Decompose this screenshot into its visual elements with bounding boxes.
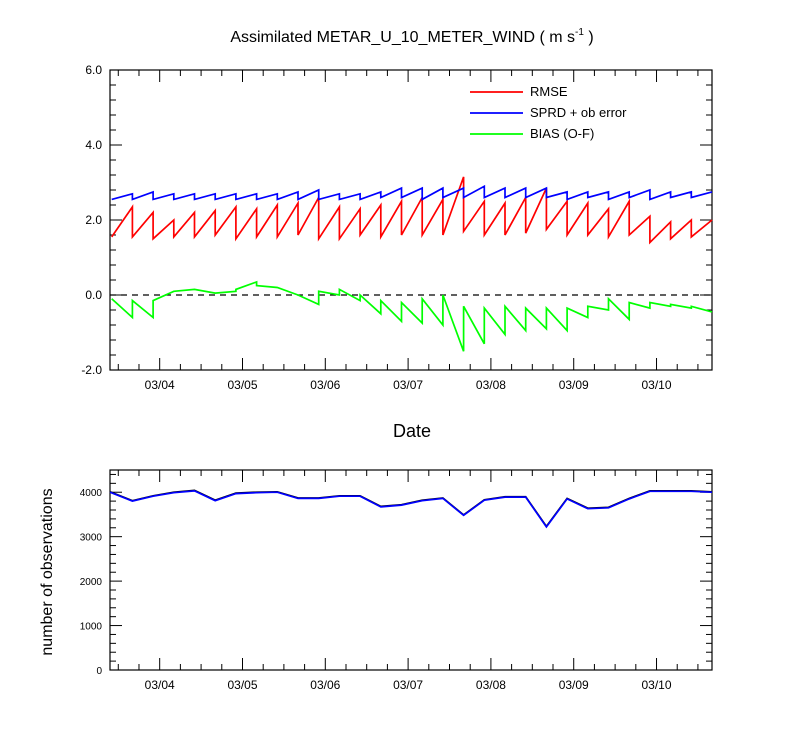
x-tick-label: 03/10 [642,378,672,392]
top-chart-title-main: Assimilated METAR_U_10_METER_WIND ( m s [230,29,575,46]
x-tick-label: 03/08 [476,378,506,392]
x-tick-label: 03/06 [310,678,340,692]
y-tick-label: 2000 [80,577,103,588]
bottom-plot-frame [109,469,713,671]
x-tick-label: 03/06 [310,378,340,392]
legend-label: RMSE [530,84,568,99]
x-tick-label: 03/04 [145,678,175,692]
top-chart-title-superscript: -1 [575,27,584,38]
bottom-plot-ticks: 03/04 03/05 03/06 03/07 03/08 03/09 03/10 0 1000… [80,470,712,692]
y-tick-label: 6.0 [85,63,102,77]
series-line-assimilated [109,490,713,529]
y-tick-label: 1000 [80,622,103,633]
top-plot-area: 03/04 03/05 03/06 03/07 03/08 03/09 03/10 -2.0 0… [81,63,713,392]
y-tick-label: 0.0 [85,288,102,302]
bottom-series-group [109,489,713,529]
x-tick-label: 03/04 [145,378,175,392]
x-tick-label: 03/09 [559,378,589,392]
top-plot-ticks: 03/04 03/05 03/06 03/07 03/08 03/09 03/10 -2.0 0… [81,63,712,392]
x-tick-label: 03/05 [227,378,257,392]
bottom-y-axis-label: number of observations [39,488,56,655]
y-tick-label: 4000 [80,488,103,499]
x-tick-label: 03/07 [393,378,423,392]
series-line-possible [109,489,713,528]
y-tick-label: 2.0 [85,213,102,227]
x-tick-label: 03/08 [476,678,506,692]
x-tick-label: 03/10 [642,678,672,692]
legend-label: BIAS (O-F) [530,126,594,141]
legend-label: SPRD + ob error [530,105,627,120]
top-series-group [111,176,713,352]
top-chart-title-close: ) [584,29,594,46]
y-tick-label: 3000 [80,533,103,544]
top-chart-title: Assimilated METAR_U_10_METER_WIND ( m s-… [230,27,593,46]
x-tick-label: 03/09 [559,678,589,692]
y-tick-label: 0 [96,666,102,677]
series-line-rmse [111,176,713,245]
y-tick-label: -2.0 [81,363,102,377]
top-x-axis-label: Date [393,421,431,441]
x-tick-label: 03/07 [393,678,423,692]
y-tick-label: 4.0 [85,138,102,152]
series-line-bias-o-f [111,280,713,352]
series-line-sprd-ob-error [111,184,713,201]
x-tick-label: 03/05 [227,678,257,692]
top-legend: RMSE SPRD + ob error BIAS (O-F) [470,84,627,141]
bottom-plot-area: 03/04 03/05 03/06 03/07 03/08 03/09 03/10 0 1000… [80,469,713,692]
